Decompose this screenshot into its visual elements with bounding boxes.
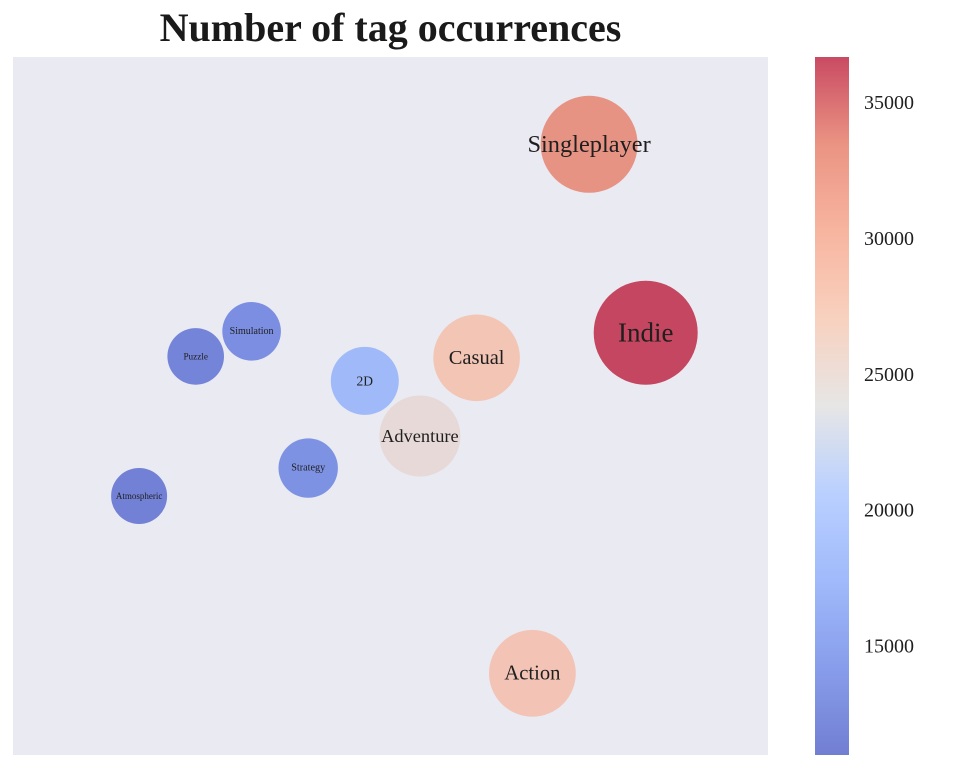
bubble-puzzle bbox=[167, 328, 224, 385]
colorbar-tick-label: 20000 bbox=[864, 500, 914, 522]
bubble-label-2d: 2D bbox=[357, 373, 374, 388]
bubble-casual bbox=[433, 314, 520, 402]
plot-area bbox=[13, 57, 768, 755]
colorbar-tick-label: 15000 bbox=[864, 635, 914, 657]
colorbar-tick-label: 25000 bbox=[864, 364, 914, 386]
colorbar-tick-label: 30000 bbox=[864, 228, 914, 250]
bubble-simulation bbox=[222, 302, 281, 361]
bubble-label-strategy: Strategy bbox=[291, 463, 326, 474]
bubble-layer: Singleplayer Indie Casual 2D Adventure Simula… bbox=[111, 95, 698, 717]
bubble-label-simulation: Simulation bbox=[230, 326, 274, 337]
bubble-adventure bbox=[379, 395, 461, 477]
bubble-label-casual: Casual bbox=[449, 347, 505, 369]
bubble-label-puzzle: Puzzle bbox=[183, 351, 208, 361]
bubble-atmospheric bbox=[111, 468, 168, 524]
colorbar bbox=[815, 57, 849, 755]
bubble-label-action: Action bbox=[504, 662, 560, 684]
chart-title: Number of tag occurrences bbox=[159, 5, 622, 50]
bubble-indie bbox=[593, 280, 698, 385]
bubble-singleplayer bbox=[540, 95, 638, 193]
bubble-label-singleplayer: Singleplayer bbox=[527, 131, 650, 158]
colorbar-ticks: 15000 20000 25000 30000 35000 bbox=[864, 92, 914, 657]
bubble-label-adventure: Adventure bbox=[381, 426, 459, 446]
bubble-strategy bbox=[278, 438, 338, 498]
bubble-action bbox=[489, 629, 576, 717]
bubble-label-atmospheric: Atmospheric bbox=[116, 491, 163, 501]
colorbar-tick-label: 35000 bbox=[864, 92, 914, 114]
bubble-2d bbox=[330, 346, 399, 415]
bubble-label-indie: Indie bbox=[618, 318, 673, 348]
